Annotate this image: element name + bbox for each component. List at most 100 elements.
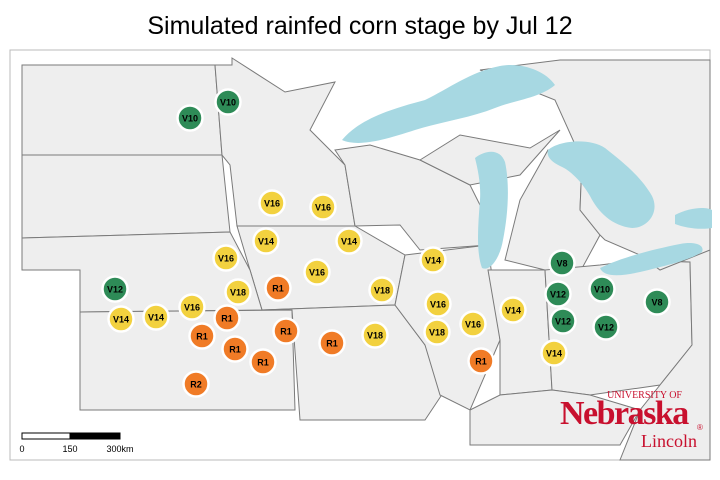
site-marker-label: R1 (280, 327, 292, 337)
site-marker-label: V18 (429, 328, 445, 338)
site-marker-circle (258, 189, 286, 217)
site-marker-label: V14 (505, 306, 521, 316)
site-marker: V14 (499, 296, 527, 324)
site-marker-label: R1 (475, 357, 487, 367)
site-marker-circle (221, 335, 249, 363)
site-marker-label: R2 (190, 380, 202, 390)
lake-superior (342, 64, 555, 143)
site-marker: R1 (467, 347, 495, 375)
site-marker-label: V18 (230, 288, 246, 298)
site-marker-circle (368, 276, 396, 304)
site-marker-circle (424, 290, 452, 318)
site-marker-label: V12 (598, 323, 614, 333)
site-marker-circle (249, 348, 277, 376)
minnesota (214, 57, 356, 227)
site-marker: V14 (419, 246, 447, 274)
site-marker: V18 (361, 321, 389, 349)
south-dakota (21, 154, 231, 239)
site-marker-label: V14 (341, 237, 357, 247)
site-marker: V12 (544, 280, 572, 308)
site-marker: R1 (264, 274, 292, 302)
lake-ontario (675, 207, 712, 229)
site-marker-circle (592, 313, 620, 341)
site-marker-label: R1 (326, 339, 338, 349)
site-marker-circle (544, 280, 572, 308)
scale-bar: 0 150 300km (19, 432, 134, 454)
site-marker-circle (499, 296, 527, 324)
site-marker-label: V16 (309, 268, 325, 278)
site-marker: V16 (303, 258, 331, 286)
site-marker: V18 (423, 318, 451, 346)
site-marker-circle (272, 317, 300, 345)
site-marker: R2 (182, 370, 210, 398)
scale-tick-0: 0 (19, 444, 24, 454)
site-marker-circle (643, 288, 671, 316)
site-marker: R1 (249, 348, 277, 376)
site-marker: V18 (368, 276, 396, 304)
site-marker-label: V16 (184, 303, 200, 313)
site-marker-label: V18 (374, 286, 390, 296)
site-marker-circle (361, 321, 389, 349)
site-marker-label: V8 (556, 259, 567, 269)
lake-erie (600, 242, 703, 276)
site-marker: V14 (540, 339, 568, 367)
logo-nebraska: Nebraska (560, 395, 689, 432)
lakes-layer (342, 64, 712, 276)
site-marker: V12 (549, 307, 577, 335)
site-marker-label: R1 (196, 332, 208, 342)
site-marker: V16 (309, 193, 337, 221)
site-marker-circle (252, 227, 280, 255)
site-marker: V18 (224, 278, 252, 306)
scale-tick-150: 150 (62, 444, 77, 454)
site-marker: V14 (107, 305, 135, 333)
site-marker: V16 (178, 293, 206, 321)
site-marker-label: V14 (425, 256, 441, 266)
site-marker-circle (142, 303, 170, 331)
sites-layer: V10 V10 V16 V16 V14 V14 V16 V16 V14 V12 V14 V14 V16 V… (101, 88, 671, 398)
site-marker: V10 (176, 104, 204, 132)
kentucky (469, 389, 641, 446)
site-marker: V12 (101, 275, 129, 303)
site-marker: V16 (258, 189, 286, 217)
site-marker-circle (182, 370, 210, 398)
site-marker-label: R1 (257, 358, 269, 368)
site-marker-label: V16 (264, 199, 280, 209)
logo-registered-mark: ® (697, 423, 703, 432)
site-marker-label: V10 (594, 285, 610, 295)
site-marker-circle (107, 305, 135, 333)
site-marker-label: V12 (555, 317, 571, 327)
site-marker-circle (224, 278, 252, 306)
site-marker-circle (101, 275, 129, 303)
site-marker-label: V14 (546, 349, 562, 359)
site-marker: V14 (335, 227, 363, 255)
site-marker: V16 (459, 310, 487, 338)
site-marker-circle (178, 293, 206, 321)
site-marker: V10 (588, 275, 616, 303)
site-marker-circle (459, 310, 487, 338)
logo-university-of: UNIVERSITY OF (607, 390, 682, 401)
site-marker: V8 (548, 249, 576, 277)
site-marker: V16 (424, 290, 452, 318)
site-marker-label: V10 (182, 114, 198, 124)
logo-lincoln: Lincoln (641, 431, 697, 451)
site-marker-circle (212, 244, 240, 272)
site-marker: R1 (221, 335, 249, 363)
site-marker-circle (540, 339, 568, 367)
site-marker-label: V8 (651, 298, 662, 308)
site-marker-circle (264, 274, 292, 302)
site-marker-label: V16 (315, 203, 331, 213)
scale-tick-300km: 300km (106, 444, 133, 454)
site-marker: V10 (214, 88, 242, 116)
scale-bar-black-segment-1 (69, 432, 96, 440)
lake-huron (547, 141, 655, 228)
site-marker-label: V16 (430, 300, 446, 310)
site-marker: V12 (592, 313, 620, 341)
site-marker-circle (303, 258, 331, 286)
site-marker-circle (318, 329, 346, 357)
site-marker-circle (176, 104, 204, 132)
site-marker-circle (548, 249, 576, 277)
site-marker-label: R1 (221, 314, 233, 324)
map-title: Simulated rainfed corn stage by Jul 12 (147, 12, 573, 40)
site-marker: R1 (188, 322, 216, 350)
